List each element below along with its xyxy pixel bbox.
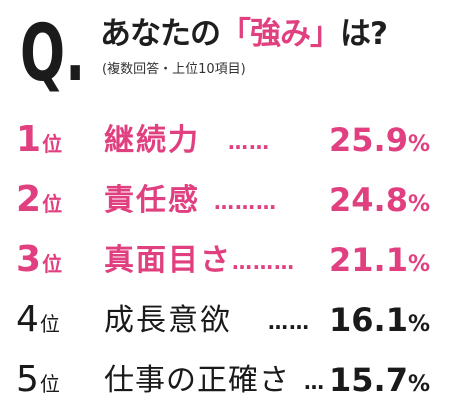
rank-number: 4位 — [16, 299, 60, 340]
ranking-row-4: 4位 成長意欲 …… 16.1% — [0, 290, 450, 350]
question-title: あなたの「強み」は? — [100, 14, 388, 54]
ranking-row-2: 2位 責任感 ……… 24.8% — [0, 170, 450, 230]
ranking-row-5: 5位 仕事の正確さ … 15.7% — [0, 350, 450, 410]
rank-percentage: 25.9% — [329, 121, 430, 159]
leader-dots: ……… — [232, 250, 295, 274]
leader-dots: …… — [228, 130, 270, 154]
rank-number: 1位 — [16, 119, 63, 160]
rank-label: 真面目さ — [104, 243, 232, 278]
rank-number: 3位 — [16, 239, 63, 280]
rank-label: 成長意欲 — [104, 303, 232, 338]
question-highlight: 「強み」 — [220, 16, 341, 52]
question-prefix: あなたの — [100, 16, 221, 52]
rank-number: 5位 — [16, 359, 60, 400]
rank-percentage: 21.1% — [329, 241, 430, 279]
q-letter: Q. — [20, 9, 86, 99]
ranking-row-3: 3位 真面目さ ……… 21.1% — [0, 230, 450, 290]
leader-dots: … — [304, 370, 325, 394]
rank-percentage: 15.7% — [329, 361, 430, 399]
question-note: (複数回答・上位10項目) — [102, 62, 246, 77]
rank-label: 責任感 — [104, 183, 200, 218]
q-mark: Q. — [10, 4, 85, 104]
rank-label: 継続力 — [104, 123, 200, 158]
rank-percentage: 16.1% — [329, 301, 430, 339]
question-suffix: は? — [340, 16, 388, 52]
leader-dots: ……… — [214, 190, 277, 214]
rank-number: 2位 — [16, 179, 63, 220]
ranking-row-1: 1位 継続力 …… 25.9% — [0, 110, 450, 170]
rank-label: 仕事の正確さ — [104, 363, 290, 398]
leader-dots: …… — [268, 310, 310, 334]
rank-percentage: 24.8% — [329, 181, 430, 219]
